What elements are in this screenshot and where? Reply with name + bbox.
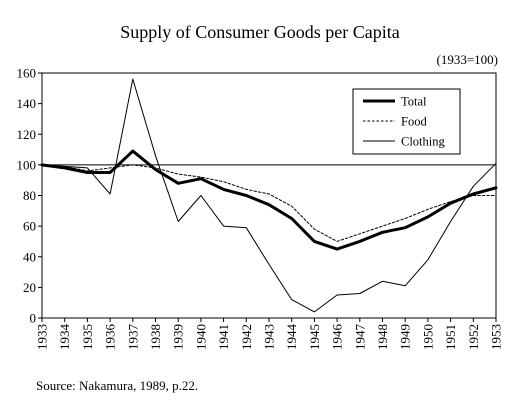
x-tick-label: 1944: [284, 324, 299, 351]
x-tick-label: 1947: [352, 324, 367, 351]
x-tick-label: 1939: [171, 324, 186, 350]
x-tick-label: 1949: [398, 324, 413, 350]
legend-label-food: Food: [401, 115, 427, 129]
x-tick-label: 1941: [216, 324, 231, 350]
y-tick-label: 40: [23, 249, 36, 264]
series-layer: [40, 78, 498, 313]
y-tick-label: 100: [17, 157, 37, 172]
legend-label-total: Total: [401, 95, 427, 109]
x-tick-label: 1934: [57, 324, 72, 351]
y-tick-label: 20: [23, 280, 36, 295]
chart-subtitle: (1933=100): [436, 52, 499, 67]
x-tick-label: 1952: [466, 324, 481, 350]
x-tick-label: 1935: [80, 324, 95, 350]
x-tick-label: 1945: [307, 324, 322, 350]
chart-title: Supply of Consumer Goods per Capita: [120, 22, 400, 42]
x-tick-label: 1938: [148, 324, 163, 350]
y-tick-label: 120: [17, 127, 37, 142]
x-tick-label: 1951: [443, 324, 458, 350]
x-tick-label: 1933: [35, 324, 50, 350]
source-note: Source: Nakamura, 1989, p.22.: [36, 378, 199, 393]
x-tick-label: 1953: [489, 324, 504, 350]
x-tick-label: 1936: [103, 324, 118, 351]
legend-label-clothing: Clothing: [401, 135, 446, 149]
y-tick-label: 80: [23, 188, 36, 203]
x-tick-label: 1940: [193, 324, 208, 350]
x-tick-label: 1948: [375, 324, 390, 350]
legend: Total Food Clothing: [352, 88, 461, 155]
y-tick-label: 140: [17, 96, 37, 111]
series-line-clothing: [41, 78, 497, 313]
x-tick-label: 1946: [330, 324, 345, 351]
x-tick-label: 1937: [125, 324, 140, 351]
x-tick-label: 1950: [420, 324, 435, 350]
y-tick-label: 60: [23, 219, 36, 234]
y-tick-label: 160: [17, 66, 37, 81]
x-tick-label: 1943: [262, 324, 277, 350]
series-line-total: [40, 149, 498, 251]
x-tick-label: 1942: [239, 324, 254, 350]
y-tick-label: 0: [30, 311, 37, 326]
